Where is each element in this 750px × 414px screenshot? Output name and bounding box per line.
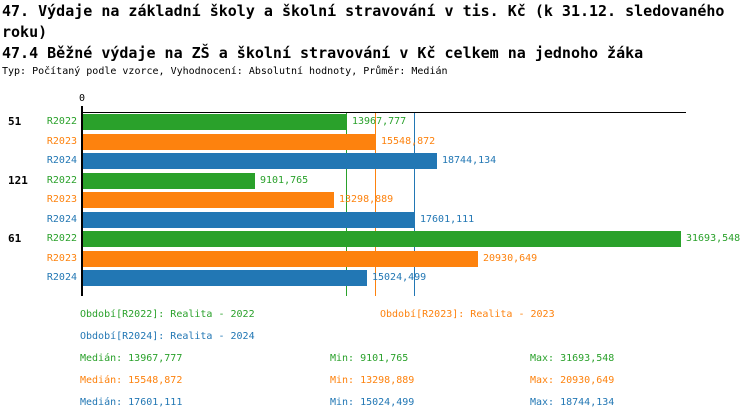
page-title-line2: roku) xyxy=(2,23,48,41)
series-label-r2023: R2023 xyxy=(46,136,77,147)
series-label-r2024: R2024 xyxy=(46,155,77,166)
plot-top-border xyxy=(82,112,686,113)
stat-max-r2023: Max: 20930,649 xyxy=(530,375,615,386)
series-label-r2024: R2024 xyxy=(46,214,77,225)
chart-meta-line: Typ: Počítaný podle vzorce, Vyhodnocení:… xyxy=(2,66,448,77)
bar-121-r2023 xyxy=(83,192,334,208)
series-label-r2022: R2022 xyxy=(46,116,77,127)
bar-value-51-r2024: 18744,134 xyxy=(442,155,497,166)
page-title-line1: 47. Výdaje na základní školy a školní st… xyxy=(2,2,725,20)
bar-121-r2022 xyxy=(83,173,255,189)
bar-51-r2024 xyxy=(83,153,437,169)
chart-subtitle: 47.4 Běžné výdaje na ZŠ a školní stravov… xyxy=(2,44,644,62)
median-line-r2024 xyxy=(414,113,415,296)
bar-121-r2024 xyxy=(83,212,415,228)
stat-min-r2023: Min: 13298,889 xyxy=(330,375,415,386)
axis-origin-label: 0 xyxy=(79,93,86,104)
legend-item-r2023: Období[R2023]: Realita - 2023 xyxy=(380,309,555,320)
bar-value-121-r2024: 17601,111 xyxy=(420,214,475,225)
stat-max-r2022: Max: 31693,548 xyxy=(530,353,615,364)
median-line-r2023 xyxy=(375,113,376,296)
bar-value-61-r2024: 15024,499 xyxy=(372,272,427,283)
series-label-r2022: R2022 xyxy=(46,175,77,186)
bar-51-r2023 xyxy=(83,134,376,150)
y-axis-line xyxy=(81,106,83,296)
stat-median-r2023: Medián: 15548,872 xyxy=(80,375,183,386)
stat-max-r2024: Max: 18744,134 xyxy=(530,397,615,408)
bar-value-121-r2023: 13298,889 xyxy=(339,194,394,205)
series-label-r2024: R2024 xyxy=(46,272,77,283)
bar-value-121-r2022: 9101,765 xyxy=(260,175,309,186)
series-label-r2023: R2023 xyxy=(46,194,77,205)
bar-61-r2022 xyxy=(83,231,681,247)
stat-median-r2024: Medián: 17601,111 xyxy=(80,397,183,408)
bar-value-51-r2023: 15548,872 xyxy=(381,136,436,147)
series-label-r2022: R2022 xyxy=(46,233,77,244)
series-label-r2023: R2023 xyxy=(46,253,77,264)
bar-61-r2024 xyxy=(83,270,367,286)
stat-median-r2022: Medián: 13967,777 xyxy=(80,353,183,364)
category-label-121: 121 xyxy=(8,174,28,187)
bar-value-61-r2023: 20930,649 xyxy=(483,253,538,264)
stat-min-r2024: Min: 15024,499 xyxy=(330,397,415,408)
category-label-61: 61 xyxy=(8,232,22,245)
median-line-r2022 xyxy=(346,113,347,296)
category-label-51: 51 xyxy=(8,115,22,128)
legend-item-r2024: Období[R2024]: Realita - 2024 xyxy=(80,331,255,342)
stat-min-r2022: Min: 9101,765 xyxy=(330,353,409,364)
legend-item-r2022: Období[R2022]: Realita - 2022 xyxy=(80,309,255,320)
bar-51-r2022 xyxy=(83,114,347,130)
bar-value-61-r2022: 31693,548 xyxy=(686,233,741,244)
bar-value-51-r2022: 13967,777 xyxy=(352,116,407,127)
bar-61-r2023 xyxy=(83,251,478,267)
